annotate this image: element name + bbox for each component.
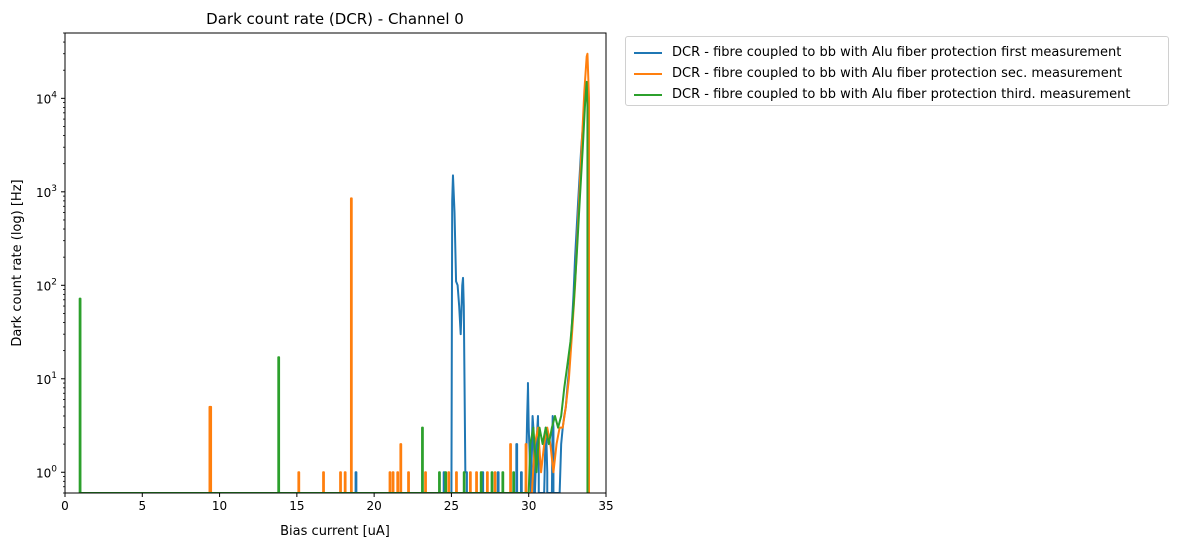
x-tick-label: 20 [367,499,382,513]
y-tick-label: 104 [36,90,57,106]
legend-item-second: DCR - fibre coupled to bb with Alu fiber… [634,63,1160,84]
x-axis-label: Bias current [uA] [280,524,390,539]
legend-label-second: DCR - fibre coupled to bb with Alu fiber… [672,66,1123,81]
x-tick-label: 25 [444,499,459,513]
legend-item-first: DCR - fibre coupled to bb with Alu fiber… [634,42,1160,63]
series-line-1 [354,80,590,493]
x-tick-label: 35 [598,499,613,513]
legend-swatch-first [634,51,662,54]
x-tick-label: 30 [521,499,536,513]
legend-swatch-third [634,93,662,96]
x-tick-label: 0 [61,499,69,513]
x-tick-label: 5 [138,499,146,513]
x-tick-label: 10 [212,499,227,513]
plot-area: 0 5 10 15 20 25 30 35 100 101 102 103 104 [36,32,614,513]
legend: DCR - fibre coupled to bb with Alu fiber… [625,36,1169,106]
y-tick-label: 101 [36,371,57,387]
y-tick-label: 103 [36,184,57,200]
plot-frame [64,32,607,494]
chart-title: Dark count rate (DCR) - Channel 0 [206,10,464,28]
legend-label-third: DCR - fibre coupled to bb with Alu fiber… [672,87,1131,102]
series-line-2 [208,52,590,493]
y-tick-label: 100 [36,464,57,480]
y-axis-label: Dark count rate (log) [Hz] [10,179,25,346]
x-tick-label: 15 [289,499,304,513]
legend-label-first: DCR - fibre coupled to bb with Alu fiber… [672,45,1122,60]
legend-swatch-second [634,72,662,75]
series-line-3 [78,80,589,493]
y-tick-label: 102 [36,277,57,293]
legend-item-third: DCR - fibre coupled to bb with Alu fiber… [634,84,1160,105]
